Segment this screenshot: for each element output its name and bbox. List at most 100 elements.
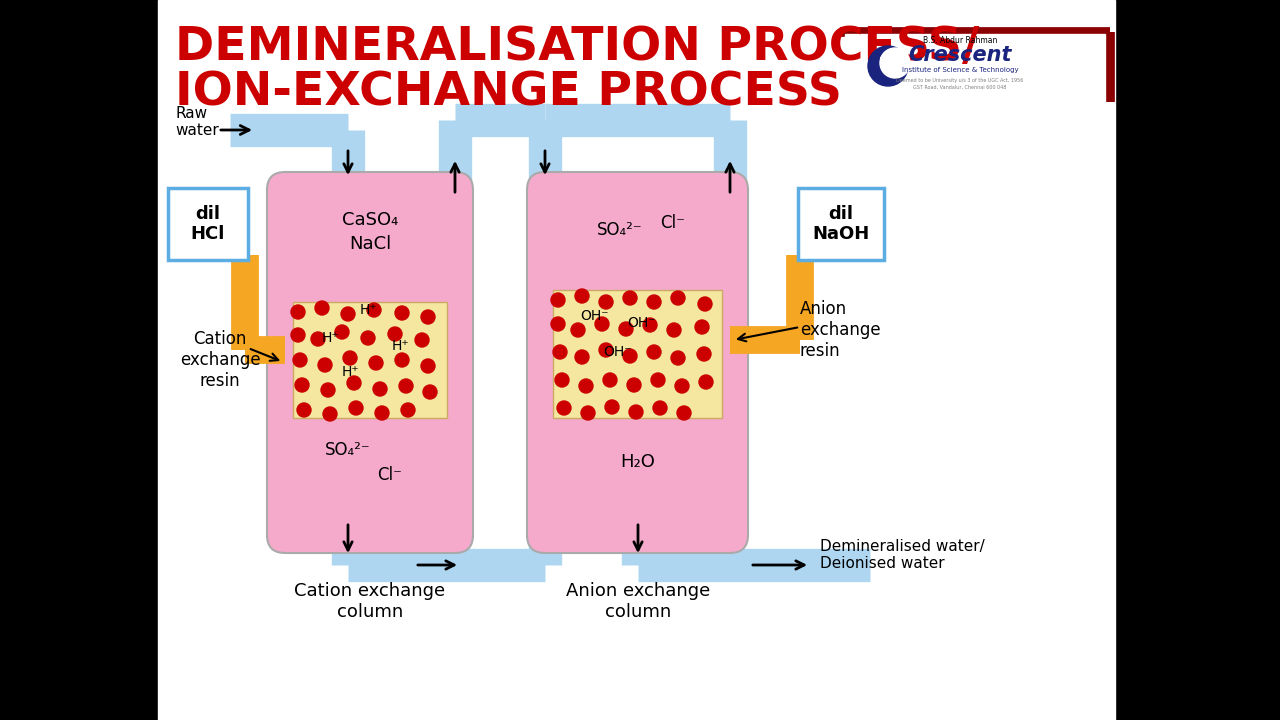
Text: NaCl: NaCl [349, 235, 392, 253]
Circle shape [620, 322, 634, 336]
Circle shape [698, 297, 712, 311]
Text: OH⁻: OH⁻ [604, 345, 632, 359]
Circle shape [369, 356, 383, 370]
Circle shape [581, 406, 595, 420]
Circle shape [646, 345, 660, 359]
Bar [553, 290, 722, 418]
FancyBboxPatch shape [268, 172, 474, 553]
Bar [845, 34, 1105, 102]
Circle shape [361, 331, 375, 345]
Text: OH⁻: OH⁻ [581, 309, 609, 323]
Text: OH⁻: OH⁻ [627, 316, 657, 330]
Bar [1115, 0, 1280, 720]
Circle shape [311, 332, 325, 346]
Text: H₂O: H₂O [621, 453, 655, 471]
Text: Cation exchange
column: Cation exchange column [294, 582, 445, 621]
Circle shape [321, 383, 335, 397]
Circle shape [415, 333, 429, 347]
Circle shape [422, 385, 436, 399]
Circle shape [695, 320, 709, 334]
Circle shape [335, 325, 349, 339]
Circle shape [294, 378, 308, 392]
Circle shape [605, 400, 620, 414]
Circle shape [343, 351, 357, 365]
Circle shape [868, 46, 908, 86]
Circle shape [575, 350, 589, 364]
Text: H⁺: H⁺ [321, 331, 339, 345]
Circle shape [603, 373, 617, 387]
FancyBboxPatch shape [168, 188, 248, 260]
FancyBboxPatch shape [527, 172, 748, 553]
Text: Cl⁻: Cl⁻ [378, 466, 402, 484]
Text: CaSO₄: CaSO₄ [342, 211, 398, 229]
Text: Cation
exchange
resin: Cation exchange resin [179, 330, 260, 390]
Text: Anion
exchange
resin: Anion exchange resin [800, 300, 881, 360]
Circle shape [623, 291, 637, 305]
Circle shape [623, 349, 637, 363]
Text: Cl⁻: Cl⁻ [660, 214, 685, 232]
Circle shape [367, 303, 381, 317]
Bar [0, 0, 157, 720]
Text: GST Road, Vandalur, Chennai 600 048: GST Road, Vandalur, Chennai 600 048 [914, 84, 1006, 89]
Circle shape [291, 328, 305, 342]
Circle shape [667, 323, 681, 337]
Text: Demineralised water/
Deionised water: Demineralised water/ Deionised water [820, 539, 984, 571]
Text: dil
NaOH: dil NaOH [813, 204, 869, 243]
Circle shape [388, 327, 402, 341]
Text: dil
HCl: dil HCl [191, 204, 225, 243]
Circle shape [340, 307, 355, 321]
Circle shape [349, 401, 364, 415]
Text: Anion exchange
column: Anion exchange column [566, 582, 710, 621]
Circle shape [401, 403, 415, 417]
Circle shape [646, 295, 660, 309]
Circle shape [396, 353, 410, 367]
Circle shape [421, 359, 435, 373]
Circle shape [675, 379, 689, 393]
Circle shape [399, 379, 413, 393]
Circle shape [297, 403, 311, 417]
FancyBboxPatch shape [797, 188, 884, 260]
Text: H⁺: H⁺ [360, 303, 376, 317]
Circle shape [396, 306, 410, 320]
Circle shape [599, 343, 613, 357]
Circle shape [293, 353, 307, 367]
Circle shape [628, 405, 643, 419]
Text: Deemed to be University u/s 3 of the UGC Act, 1956: Deemed to be University u/s 3 of the UGC… [896, 78, 1024, 83]
Circle shape [571, 323, 585, 337]
Circle shape [671, 291, 685, 305]
Circle shape [291, 305, 305, 319]
Circle shape [699, 375, 713, 389]
Circle shape [550, 293, 564, 307]
Circle shape [347, 376, 361, 390]
Circle shape [323, 407, 337, 421]
Circle shape [421, 310, 435, 324]
Text: Raw
water: Raw water [175, 106, 219, 138]
Circle shape [556, 373, 570, 387]
Text: SO₄²⁻: SO₄²⁻ [598, 221, 643, 239]
Text: DEMINERALISATION PROCESS/: DEMINERALISATION PROCESS/ [175, 25, 979, 70]
Text: SO₄²⁻: SO₄²⁻ [325, 441, 371, 459]
Circle shape [653, 401, 667, 415]
Circle shape [677, 406, 691, 420]
Text: Institute of Science & Technology: Institute of Science & Technology [901, 67, 1019, 73]
Bar [293, 302, 447, 418]
Circle shape [643, 318, 657, 332]
Circle shape [575, 289, 589, 303]
Circle shape [671, 351, 685, 365]
Text: H⁺: H⁺ [392, 339, 408, 353]
Text: ION-EXCHANGE PROCESS: ION-EXCHANGE PROCESS [175, 70, 842, 115]
Circle shape [375, 406, 389, 420]
Text: Crescent: Crescent [909, 45, 1011, 65]
Circle shape [553, 345, 567, 359]
Circle shape [595, 317, 609, 331]
Circle shape [627, 378, 641, 392]
Circle shape [550, 317, 564, 331]
Circle shape [652, 373, 666, 387]
Text: H⁺: H⁺ [342, 365, 358, 379]
Circle shape [557, 401, 571, 415]
Circle shape [879, 48, 910, 78]
Circle shape [698, 347, 710, 361]
Circle shape [317, 358, 332, 372]
Bar [157, 0, 1115, 720]
Circle shape [579, 379, 593, 393]
